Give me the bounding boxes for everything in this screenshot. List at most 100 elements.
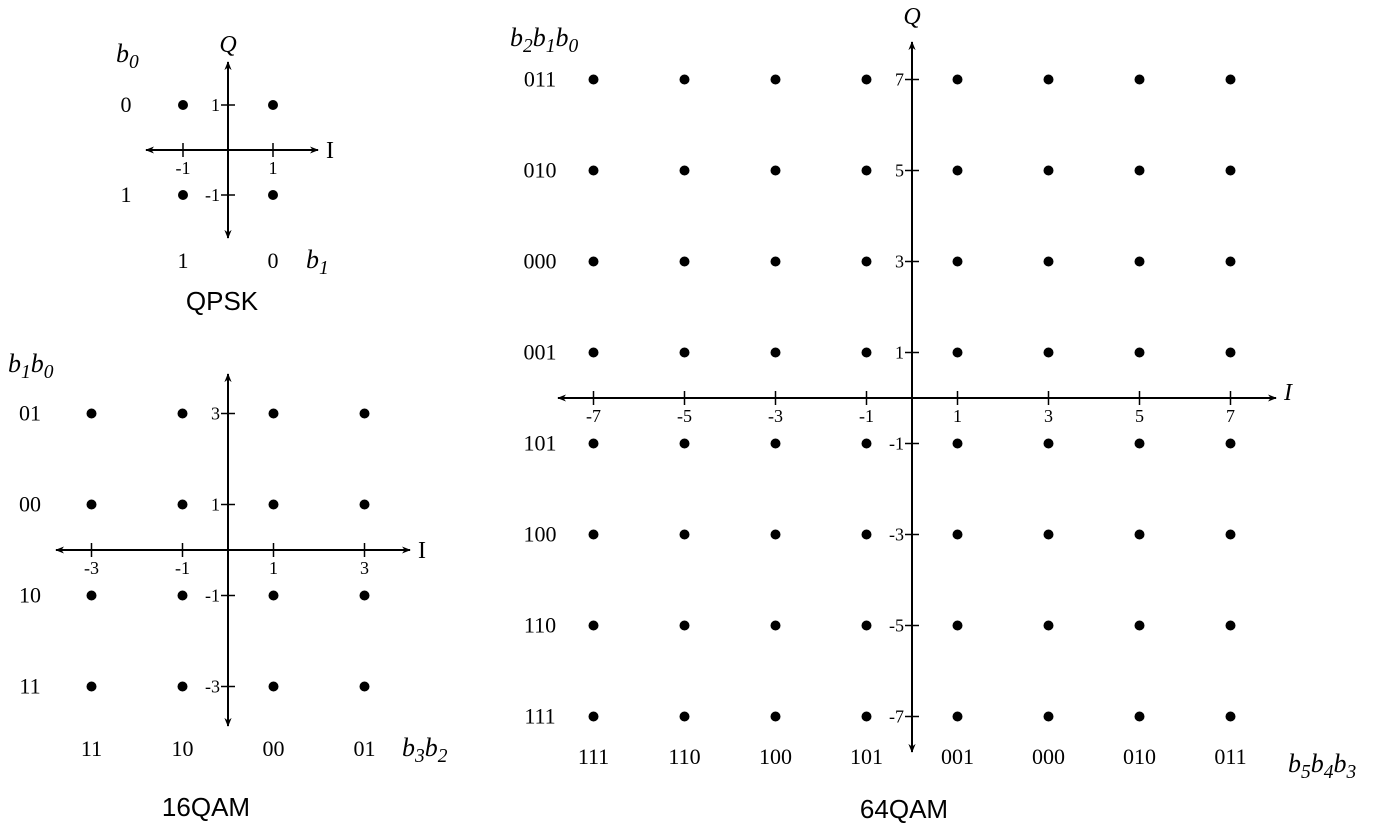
constellation-point bbox=[1225, 165, 1236, 176]
constellation-point bbox=[1134, 711, 1145, 722]
diagram-caption: 16QAM bbox=[162, 792, 250, 822]
constellation-point bbox=[952, 347, 963, 358]
constellation-point bbox=[359, 681, 370, 692]
constellation-point bbox=[1225, 711, 1236, 722]
x-tick-label: -3 bbox=[84, 558, 99, 578]
i-axis-label: I bbox=[326, 138, 334, 164]
x-tick-label: 1 bbox=[953, 406, 962, 426]
x-tick-label: 3 bbox=[1044, 406, 1053, 426]
constellation-point bbox=[861, 438, 872, 449]
column-bit-code: 00 bbox=[263, 736, 285, 761]
x-tick-label: -1 bbox=[176, 158, 191, 178]
y-tick-label: 3 bbox=[895, 252, 904, 272]
x-tick-label: -5 bbox=[677, 406, 692, 426]
constellation-point bbox=[770, 347, 781, 358]
constellation-point bbox=[679, 347, 690, 358]
constellation-point bbox=[770, 165, 781, 176]
constellation-point bbox=[588, 529, 599, 540]
row-bit-code: 1 bbox=[121, 182, 132, 207]
constellation-point bbox=[588, 620, 599, 631]
constellation-point bbox=[268, 499, 279, 510]
y-tick-label: -1 bbox=[205, 185, 220, 205]
row-bit-code: 11 bbox=[19, 674, 40, 699]
constellation-point bbox=[1043, 438, 1054, 449]
constellation-point bbox=[1134, 347, 1145, 358]
constellation-point bbox=[861, 529, 872, 540]
constellation-point bbox=[1134, 256, 1145, 267]
column-bit-code: 000 bbox=[1032, 744, 1065, 769]
constellation-point bbox=[268, 681, 279, 692]
constellation-point bbox=[268, 190, 278, 200]
constellation-point bbox=[1134, 438, 1145, 449]
constellation-point bbox=[861, 74, 872, 85]
x-tick-label: 1 bbox=[269, 558, 278, 578]
constellation-point bbox=[1134, 529, 1145, 540]
constellation-point bbox=[1134, 165, 1145, 176]
constellation-point bbox=[770, 620, 781, 631]
constellation-point bbox=[268, 408, 279, 419]
constellation-point bbox=[1043, 165, 1054, 176]
diagram-caption: QPSK bbox=[186, 286, 259, 316]
constellation-point bbox=[861, 711, 872, 722]
x-tick-label: 3 bbox=[360, 558, 369, 578]
constellation-point bbox=[1043, 529, 1054, 540]
row-bits-variable: b1​b0​ bbox=[8, 349, 54, 383]
column-bit-code: 111 bbox=[578, 744, 609, 769]
constellation-point bbox=[177, 590, 188, 601]
row-bit-code: 01 bbox=[19, 401, 41, 426]
constellation-point bbox=[679, 711, 690, 722]
constellation-point bbox=[359, 499, 370, 510]
y-tick-label: -7 bbox=[889, 707, 904, 727]
constellation-point bbox=[1134, 620, 1145, 631]
constellation-point bbox=[952, 529, 963, 540]
constellation-point bbox=[1043, 711, 1054, 722]
constellation-point bbox=[861, 165, 872, 176]
row-bit-code: 111 bbox=[524, 704, 555, 729]
row-bit-code: 001 bbox=[524, 340, 557, 365]
row-bits-variable: b2​b1​b0​ bbox=[510, 23, 579, 57]
constellation-point bbox=[359, 590, 370, 601]
y-tick-label: 1 bbox=[211, 95, 220, 115]
constellation-point bbox=[679, 438, 690, 449]
constellation-point bbox=[770, 529, 781, 540]
column-bits-variable: b5​b4​b3​ bbox=[1288, 749, 1357, 783]
constellation-point bbox=[679, 165, 690, 176]
constellation-point bbox=[1134, 74, 1145, 85]
constellation-point bbox=[86, 499, 97, 510]
constellation-point bbox=[770, 256, 781, 267]
constellation-point bbox=[177, 408, 188, 419]
constellation-point bbox=[1225, 347, 1236, 358]
constellation-point bbox=[952, 165, 963, 176]
column-bit-code: 010 bbox=[1123, 744, 1156, 769]
x-tick-label: -3 bbox=[768, 406, 783, 426]
row-bit-code: 10 bbox=[19, 583, 41, 608]
constellation-point bbox=[861, 256, 872, 267]
constellation-point bbox=[1225, 74, 1236, 85]
row-bits-variable: b0​ bbox=[116, 39, 139, 73]
constellation-point bbox=[861, 620, 872, 631]
y-tick-label: -1 bbox=[889, 434, 904, 454]
constellation-point bbox=[588, 711, 599, 722]
row-bit-code: 101 bbox=[524, 431, 557, 456]
constellation-point bbox=[86, 590, 97, 601]
column-bit-code: 0 bbox=[268, 248, 279, 273]
x-tick-label: 7 bbox=[1226, 406, 1235, 426]
row-bit-code: 010 bbox=[524, 158, 557, 183]
constellation-point bbox=[1225, 620, 1236, 631]
constellation-point bbox=[178, 190, 188, 200]
constellation-point bbox=[1225, 529, 1236, 540]
y-tick-label: -3 bbox=[889, 525, 904, 545]
i-axis-label: I bbox=[418, 538, 426, 564]
y-tick-label: 5 bbox=[895, 161, 904, 181]
constellation-point bbox=[952, 711, 963, 722]
x-tick-label: 1 bbox=[269, 158, 278, 178]
column-bits-variable: b1​ bbox=[306, 245, 329, 279]
x-tick-label: -7 bbox=[586, 406, 601, 426]
constellation-point bbox=[952, 620, 963, 631]
constellation-point bbox=[679, 256, 690, 267]
constellation-point bbox=[1225, 438, 1236, 449]
constellation-point bbox=[86, 681, 97, 692]
constellation-point bbox=[1043, 256, 1054, 267]
column-bit-code: 01 bbox=[354, 736, 376, 761]
constellation-point bbox=[679, 529, 690, 540]
